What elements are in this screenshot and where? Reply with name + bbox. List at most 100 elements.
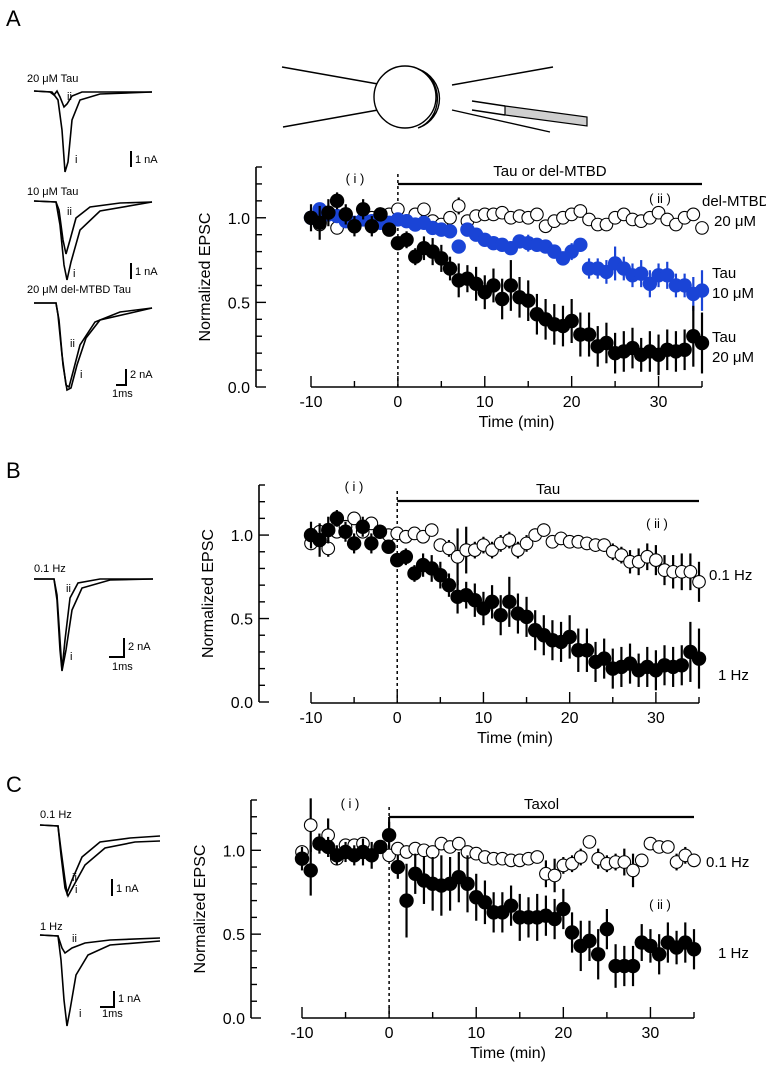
data-point	[661, 840, 675, 854]
data-point	[399, 232, 414, 247]
scale-bar-b1	[109, 638, 125, 658]
data-point	[399, 893, 414, 908]
trace-b1-i	[34, 578, 154, 672]
data-point	[312, 215, 327, 231]
data-point	[312, 532, 327, 548]
data-point	[381, 828, 397, 843]
data-point	[530, 850, 545, 864]
y-tick-label: 0.0	[228, 380, 250, 397]
data-point	[590, 947, 606, 962]
x-tick-label: 0	[393, 710, 402, 727]
trace-b1-ii	[34, 578, 153, 671]
x-tick-label: -10	[299, 394, 322, 411]
time-scale-label-a3: 1ms	[112, 388, 133, 400]
data-point	[434, 251, 449, 266]
data-point	[451, 239, 466, 254]
data-point	[562, 629, 577, 645]
data-point	[547, 911, 562, 927]
application-bar-label: Tau or del-MTBD	[493, 163, 607, 180]
data-point	[660, 268, 675, 283]
marker-i-label: ( i )	[346, 171, 365, 186]
y-tick-label: 0.5	[223, 927, 245, 944]
trace-a1-i-label: i	[75, 154, 77, 166]
x-tick-label: 20	[561, 710, 579, 727]
data-point	[382, 222, 397, 237]
data-point	[686, 207, 701, 222]
panel-letter-b: B	[6, 458, 21, 483]
trace-a2-i	[33, 200, 153, 281]
series-1-hz	[294, 821, 702, 988]
data-point	[503, 898, 519, 913]
pipette-outline	[471, 100, 506, 116]
data-point	[649, 553, 663, 567]
panel-letter-a: A	[6, 6, 21, 31]
marker-i-label: ( i )	[345, 479, 364, 494]
data-point	[494, 291, 510, 307]
time-scale-label-b1: 1ms	[112, 661, 133, 673]
series-label: Tau	[712, 329, 736, 346]
x-tick-label: -10	[290, 1025, 313, 1042]
data-point	[599, 335, 614, 351]
x-axis-title: Time (min)	[470, 1045, 546, 1062]
scale-label-a1: 1 nA	[135, 154, 158, 166]
data-point	[486, 278, 501, 293]
data-point	[433, 567, 448, 583]
trace-a3-ii-label: ii	[70, 338, 75, 350]
series-label: 0.1 Hz	[706, 854, 749, 871]
scale-label-a2: 1 nA	[135, 266, 158, 278]
data-point	[390, 859, 406, 875]
data-point	[451, 836, 466, 851]
cell-body	[373, 65, 437, 129]
trace-c2-ii-label: ii	[72, 933, 77, 945]
data-point	[364, 536, 379, 551]
neuron-pipette-schematic	[281, 65, 588, 133]
data-point	[460, 876, 475, 892]
application-bar-label: Tau	[536, 481, 560, 498]
data-point	[596, 651, 612, 666]
application-bar-label: Taxol	[524, 796, 559, 813]
data-point	[519, 609, 534, 625]
chart-panel-b: 0.0 0.5 1.0 Normalized EPSC -10 0 10 20 30 Time (…	[200, 479, 752, 747]
marker-i-label: ( i )	[341, 796, 360, 811]
x-tick-label: -10	[299, 710, 322, 727]
data-point	[530, 207, 544, 222]
trace-a2-ii	[33, 200, 153, 255]
data-point	[573, 204, 588, 218]
data-point	[329, 511, 345, 526]
traces-panel-b: 0.1 Hz ii i 2 nA 1ms	[34, 563, 154, 673]
data-point	[417, 202, 431, 217]
data-point	[442, 224, 458, 239]
data-point	[536, 523, 551, 537]
data-point	[599, 921, 615, 937]
data-point	[321, 522, 336, 538]
trace-a2-ii-label: ii	[67, 206, 72, 218]
scale-label-b1: 2 nA	[128, 641, 151, 653]
x-tick-label: 30	[647, 710, 665, 727]
series-label: 1 Hz	[718, 945, 749, 962]
data-point	[687, 853, 701, 868]
data-point	[694, 335, 710, 351]
x-tick-label: 30	[642, 1025, 660, 1042]
data-point	[373, 839, 388, 855]
traces-panel-c: 0.1 Hz ii i 1 nA 1 Hz ii i 1 nA 1ms	[39, 809, 161, 1027]
data-point	[547, 868, 562, 883]
data-point	[692, 574, 706, 589]
series-label: del-MTBD	[702, 193, 766, 210]
data-point	[321, 205, 336, 220]
data-point	[691, 651, 707, 666]
x-tick-label: 10	[475, 710, 493, 727]
data-point	[502, 533, 517, 547]
data-point	[441, 577, 457, 593]
series-label: Tau	[712, 265, 736, 282]
trace-a1-i	[33, 90, 153, 173]
data-point	[651, 947, 667, 962]
data-point	[564, 313, 579, 329]
data-point	[477, 895, 493, 910]
y-tick-label: 0.5	[228, 295, 250, 312]
data-point	[582, 835, 597, 849]
pipette-fill	[504, 105, 588, 127]
data-point	[625, 958, 641, 974]
scale-bar-a3	[116, 369, 127, 386]
trace-a3-i	[34, 302, 153, 392]
data-point	[579, 643, 595, 658]
